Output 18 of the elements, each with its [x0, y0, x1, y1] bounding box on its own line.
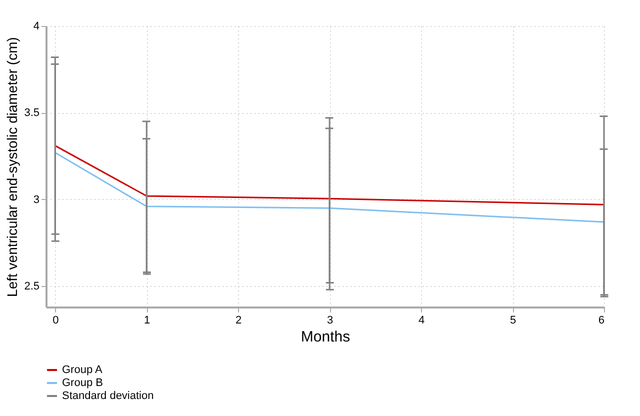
y-tick-label: 2.5	[24, 280, 40, 293]
x-tick-label: 1	[144, 314, 150, 326]
y-tick-label: 3.5	[24, 107, 40, 120]
legend-label: Group B	[62, 377, 103, 389]
line-series	[54, 152, 605, 223]
legend-label: Group A	[62, 364, 104, 376]
y-axis-title: Left ventricular end-systolic diameter (cm)	[4, 37, 20, 297]
y-tick-label: 3	[33, 194, 40, 206]
x-tick-label: 3	[327, 314, 334, 326]
line-series	[54, 144, 605, 206]
x-axis-title: Months	[300, 328, 350, 346]
x-tick-label: 2	[236, 314, 242, 326]
y-tick-label: 4	[33, 20, 40, 32]
x-tick-label: 4	[418, 314, 425, 326]
x-tick-label: 6	[598, 314, 604, 326]
x-tick-label: 0	[52, 314, 59, 326]
text: Standard deviation	[62, 390, 154, 402]
x-tick-label: 5	[510, 314, 516, 326]
